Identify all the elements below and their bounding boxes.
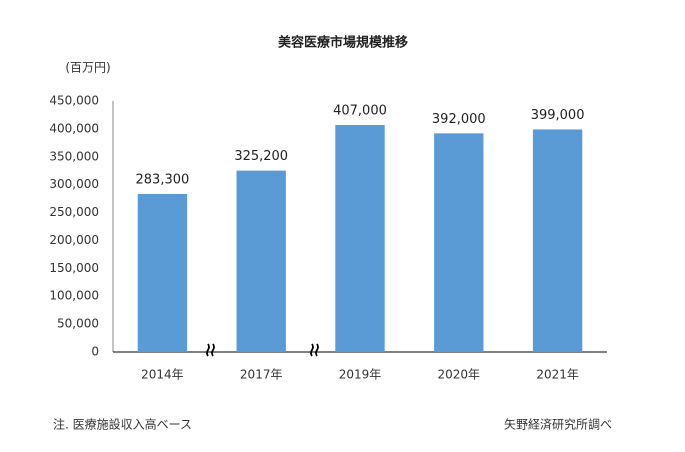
y-tick-label: 150,000 — [49, 261, 99, 275]
bar — [532, 129, 583, 352]
break-stroke — [315, 343, 319, 357]
bar — [434, 133, 484, 352]
bar — [236, 170, 286, 352]
y-tick-label: 350,000 — [49, 149, 99, 163]
x-tick-label: 2021年 — [536, 368, 579, 382]
y-tick-label: 250,000 — [49, 205, 99, 219]
break-stroke — [310, 343, 314, 357]
value-label: 325,200 — [234, 149, 288, 164]
y-tick-label: 100,000 — [49, 289, 99, 303]
chart-title: 美容医療市場規模推移 — [278, 35, 408, 51]
y-tick-label: 200,000 — [49, 233, 99, 247]
x-tick-label: 2014年 — [141, 368, 184, 382]
y-tick-label: 0 — [91, 345, 99, 359]
bar — [335, 124, 385, 353]
break-stroke — [206, 343, 210, 357]
source: 矢野経済研究所調べ — [504, 417, 612, 432]
note: 注. 医療施設収入高ベース — [53, 417, 192, 432]
break-stroke — [211, 343, 215, 357]
y-tick-label: 400,000 — [49, 121, 99, 135]
value-label: 407,000 — [333, 103, 387, 118]
y-unit: (百万円) — [65, 61, 110, 75]
x-tick-label: 2017年 — [240, 368, 283, 382]
y-tick-label: 300,000 — [49, 177, 99, 191]
y-tick-label: 50,000 — [57, 317, 99, 331]
value-label: 283,300 — [136, 172, 190, 187]
bar — [137, 193, 188, 352]
x-tick-label: 2020年 — [438, 368, 481, 382]
x-tick-label: 2019年 — [339, 368, 382, 382]
axis-break — [206, 343, 319, 357]
value-label: 399,000 — [531, 108, 585, 123]
value-label: 392,000 — [432, 112, 486, 127]
y-tick-label: 450,000 — [49, 94, 99, 108]
